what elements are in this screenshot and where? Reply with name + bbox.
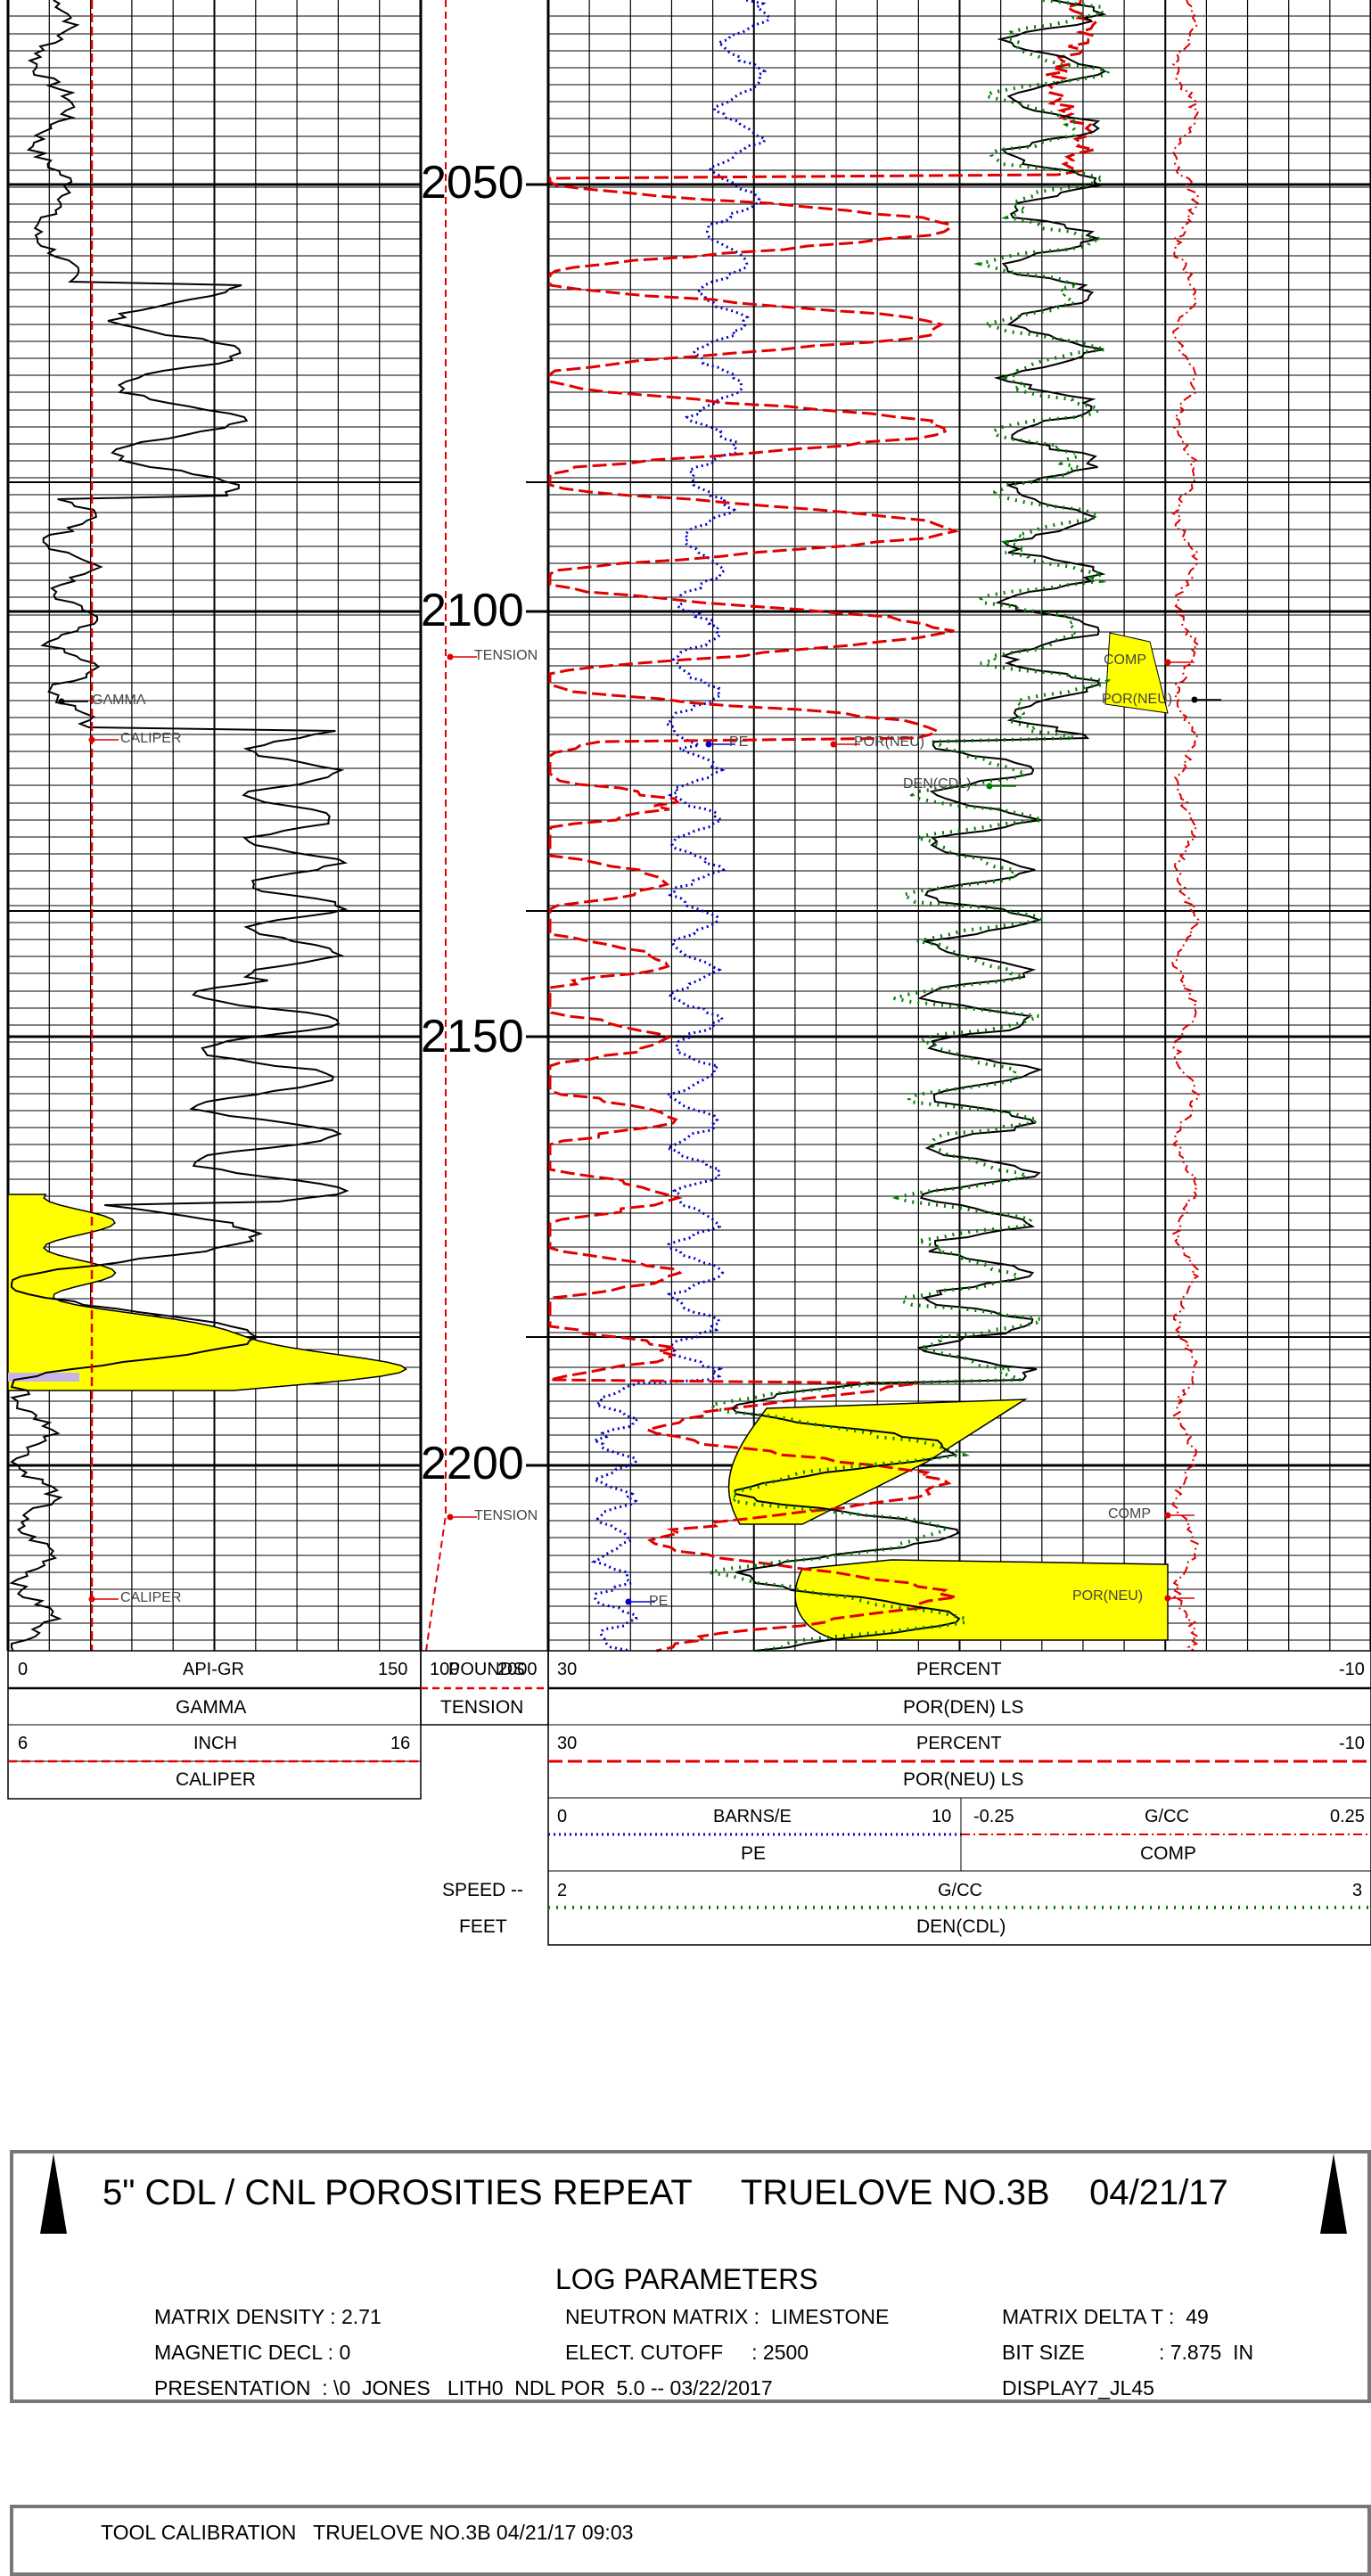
tag-tension-lower: TENSION xyxy=(474,1508,538,1523)
caliper-scale-left: 6 xyxy=(18,1734,29,1753)
tag-por-neu-lower: POR(NEU) xyxy=(1072,1588,1144,1604)
por-den-scale-right: -10 xyxy=(1339,1660,1365,1679)
depth-label-2050: 2050 xyxy=(421,157,524,209)
param-matrix-delta-t: MATRIX DELTA T : 49 xyxy=(1002,2305,1209,2328)
tag-pe: PE xyxy=(729,734,749,750)
gamma-curve xyxy=(9,0,349,1652)
crossover-fill xyxy=(727,1399,1028,1525)
curve-tags xyxy=(58,653,1221,1605)
tag-tension: TENSION xyxy=(474,648,538,663)
den-scale-right: 3 xyxy=(1352,1881,1363,1900)
gamma-scale-unit: API-GR xyxy=(183,1660,244,1679)
tension-scale-unit: POUNDS xyxy=(448,1660,525,1679)
comp-scale-left: -0.25 xyxy=(973,1807,1014,1826)
tension-mnemonic: TENSION xyxy=(440,1697,524,1718)
log-curves xyxy=(9,0,1201,1653)
log-header-box: 5" CDL / CNL POROSITIES REPEAT TRUELOVE … xyxy=(10,2150,1371,2403)
por-den-scale-unit: PERCENT xyxy=(916,1660,1002,1679)
pe-scale-left: 0 xyxy=(557,1807,568,1826)
param-magnetic-decl: MAGNETIC DECL : 0 xyxy=(154,2341,351,2364)
tag-comp: COMP xyxy=(1104,652,1146,668)
log-fills xyxy=(7,632,1169,1641)
caliper-scale-right: 16 xyxy=(390,1734,411,1753)
param-display: DISPLAY7_JL45 xyxy=(1002,2376,1154,2400)
por-den-curve xyxy=(731,0,1107,1652)
tool-calibration-title: TOOL CALIBRATION TRUELOVE NO.3B 04/21/17… xyxy=(101,2521,634,2544)
comp-scale-unit: G/CC xyxy=(1145,1807,1189,1826)
por-den-mnemonic: POR(DEN) LS xyxy=(903,1697,1024,1718)
depth-label-2150: 2150 xyxy=(421,1011,524,1062)
depth-label-2200: 2200 xyxy=(421,1438,524,1489)
comp-scale-right: 0.25 xyxy=(1330,1807,1365,1826)
log-parameters-heading: LOG PARAMETERS xyxy=(555,2263,818,2295)
well-log-plot xyxy=(6,0,1371,1946)
gamma-mnemonic: GAMMA xyxy=(176,1697,247,1718)
tool-calibration-box: TOOL CALIBRATION TRUELOVE NO.3B 04/21/17… xyxy=(10,2505,1371,2576)
header-title: 5" CDL / CNL POROSITIES REPEAT TRUELOVE … xyxy=(103,2173,1228,2212)
gamma-fill xyxy=(7,1194,407,1391)
comp-curve xyxy=(1171,0,1201,1652)
param-matrix-density: MATRIX DENSITY : 2.71 xyxy=(154,2305,382,2328)
pe-curve xyxy=(590,0,772,1653)
tension-curve xyxy=(425,0,447,1652)
param-neutron-matrix: NEUTRON MATRIX : LIMESTONE xyxy=(565,2305,890,2328)
tag-pe-lower: PE xyxy=(649,1594,669,1609)
speed-unit: FEET xyxy=(459,1916,507,1937)
tension-scale-left: 100 xyxy=(430,1660,460,1679)
param-bit-size: BIT SIZE : 7.875 IN xyxy=(1002,2341,1254,2364)
gamma-scale-right: 150 xyxy=(378,1660,408,1679)
tag-caliper: CALIPER xyxy=(120,731,182,746)
param-presentation: PRESENTATION : \0 JONES LITH0 NDL POR 5.… xyxy=(154,2376,773,2400)
param-elect-cutoff: ELECT. CUTOFF : 2500 xyxy=(565,2341,809,2364)
pe-scale-right: 10 xyxy=(932,1807,952,1826)
pe-mnemonic: PE xyxy=(741,1843,767,1864)
log-grid xyxy=(6,0,1371,1651)
caliper-scale-unit: INCH xyxy=(193,1734,237,1753)
header-right-arrow-icon xyxy=(1320,2154,1347,2234)
gamma-scale-left: 0 xyxy=(18,1660,29,1679)
scale-legend-lines xyxy=(7,1650,1371,1946)
den-mnemonic: DEN(CDL) xyxy=(916,1916,1006,1937)
tag-gamma: GAMMA xyxy=(92,693,146,708)
por-den-scale-left: 30 xyxy=(557,1660,578,1679)
speed-label: SPEED -- xyxy=(442,1880,524,1900)
por-neu-curve xyxy=(548,0,1100,1653)
tension-scale-right: 2000 xyxy=(497,1660,538,1679)
por-neu-scale-unit: PERCENT xyxy=(916,1734,1002,1753)
gamma-fill-alt xyxy=(8,1373,79,1382)
den-scale-unit: G/CC xyxy=(938,1881,982,1900)
por-neu-mnemonic: POR(NEU) LS xyxy=(903,1769,1024,1790)
tag-por-neu: POR(NEU) xyxy=(854,734,925,750)
tag-por-neu-upper: POR(NEU) xyxy=(1102,692,1173,707)
comp-mnemonic: COMP xyxy=(1140,1843,1196,1864)
caliper-mnemonic: CALIPER xyxy=(176,1769,256,1790)
header-left-arrow-icon xyxy=(40,2154,67,2234)
den-scale-left: 2 xyxy=(557,1881,568,1900)
tag-comp-lower: COMP xyxy=(1108,1506,1151,1522)
depth-label-2100: 2100 xyxy=(421,585,524,636)
por-neu-scale-left: 30 xyxy=(557,1734,578,1753)
por-neu-scale-right: -10 xyxy=(1339,1734,1365,1753)
pe-scale-unit: BARNS/E xyxy=(713,1807,792,1826)
tag-caliper-lower: CALIPER xyxy=(120,1590,182,1605)
tag-den-cdl: DEN(CDL) xyxy=(903,776,972,792)
